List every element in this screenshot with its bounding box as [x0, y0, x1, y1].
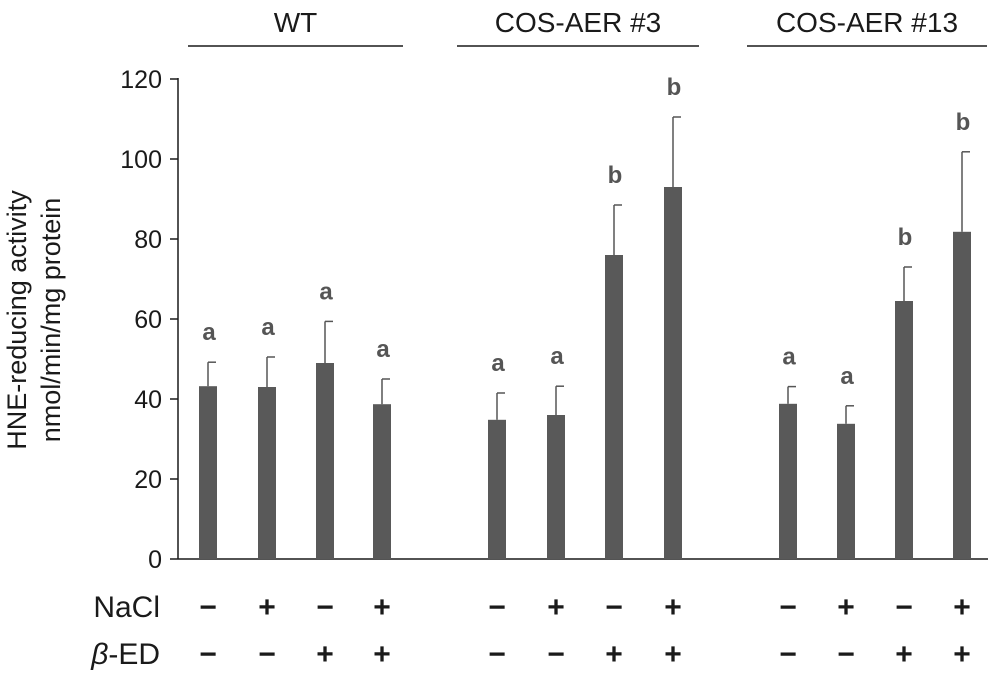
bed-sign: + — [373, 638, 391, 671]
significance-label: b — [608, 162, 623, 189]
nacl-sign: + — [258, 591, 276, 624]
nacl-sign: + — [664, 591, 682, 624]
bed-sign: + — [316, 638, 334, 671]
y-axis-label-line2: nmol/min/mg protein — [36, 198, 66, 443]
significance-label: a — [550, 343, 564, 370]
significance-label: a — [840, 363, 854, 390]
significance-label: a — [261, 314, 275, 341]
nacl-sign: − — [895, 591, 913, 624]
nacl-sign: − — [199, 591, 217, 624]
nacl-sign: + — [953, 591, 971, 624]
bed-sign: + — [953, 638, 971, 671]
bar — [605, 255, 623, 559]
row-label-bed-suffix: -ED — [108, 638, 160, 671]
row-label-nacl: NaCl — [93, 591, 160, 624]
y-ticks: 0 20 40 60 80 100 120 — [120, 66, 178, 574]
nacl-sign: + — [547, 591, 565, 624]
bar — [488, 419, 506, 559]
bed-sign: − — [779, 638, 797, 671]
nacl-sign: − — [488, 591, 506, 624]
y-tick-label: 0 — [148, 546, 162, 574]
bed-sign: − — [837, 638, 855, 671]
bar — [837, 423, 855, 559]
bed-sign: − — [547, 638, 565, 671]
significance-label: b — [956, 109, 971, 136]
nacl-sign: − — [779, 591, 797, 624]
bed-sign: + — [605, 638, 623, 671]
bed-sign: − — [199, 638, 217, 671]
y-tick-label: 60 — [134, 306, 162, 334]
nacl-sign: − — [605, 591, 623, 624]
y-tick-label: 20 — [134, 466, 162, 494]
group-headers: WT COS-AER #3 COS-AER #13 — [188, 7, 987, 47]
significance-label: b — [898, 224, 913, 251]
row-label-bed-symbol: β — [90, 638, 108, 671]
bed-sign: + — [895, 638, 913, 671]
significance-label: a — [782, 344, 796, 371]
bed-sign: − — [488, 638, 506, 671]
bed-sign: + — [664, 638, 682, 671]
bars: a a a a a a b b a a b b — [199, 74, 971, 560]
bar — [316, 363, 334, 559]
bar — [953, 231, 971, 560]
bar — [895, 301, 913, 559]
row-label-bed: β-ED — [90, 638, 160, 671]
y-axis-label-line1: HNE-reducing activity — [2, 190, 32, 450]
group-header-label: COS-AER #13 — [776, 7, 958, 38]
significance-label: a — [491, 350, 505, 377]
nacl-sign: + — [837, 591, 855, 624]
bar — [779, 403, 797, 559]
nacl-sign: + — [373, 591, 391, 624]
group-header-label: WT — [274, 7, 318, 38]
bar — [664, 187, 682, 559]
y-tick-label: 120 — [120, 66, 162, 94]
y-tick-label: 100 — [120, 146, 162, 174]
treatment-signs: NaCl β-ED − − + − − + + + − − + − − + + + − − + − − + + + — [90, 591, 971, 671]
significance-label: a — [202, 319, 216, 346]
y-axis-label: HNE-reducing activity nmol/min/mg protei… — [2, 190, 66, 450]
nacl-sign: − — [316, 591, 334, 624]
bar — [199, 386, 217, 559]
y-tick-label: 40 — [134, 386, 162, 414]
y-tick-label: 80 — [134, 226, 162, 254]
group-header-label: COS-AER #3 — [495, 7, 662, 38]
bar — [373, 404, 391, 559]
significance-label: a — [319, 278, 333, 305]
bed-sign: − — [258, 638, 276, 671]
significance-label: b — [667, 74, 682, 101]
bar — [547, 415, 565, 559]
bar — [258, 387, 276, 559]
significance-label: a — [376, 336, 390, 363]
